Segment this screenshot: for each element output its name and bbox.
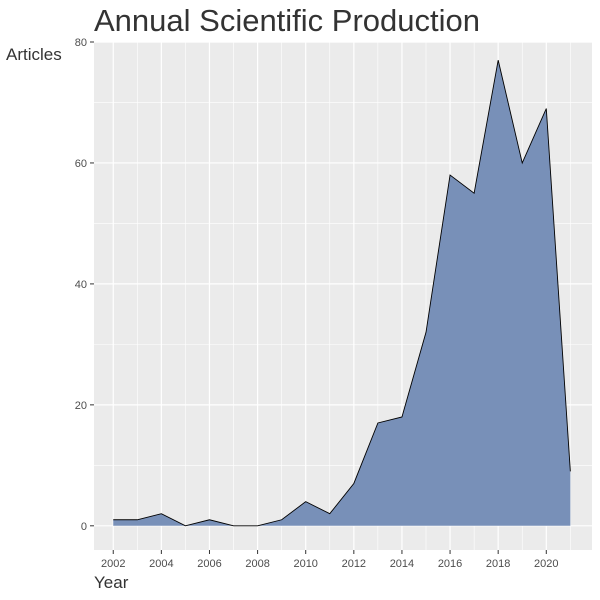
y-tick-label: 60 (75, 158, 87, 170)
data-point (569, 470, 572, 473)
data-point (449, 174, 452, 177)
area-fill (113, 60, 571, 526)
area-series (112, 59, 572, 527)
x-tick-label: 2012 (342, 558, 366, 570)
x-tick-label: 2004 (149, 558, 173, 570)
x-tick-label: 2018 (486, 558, 510, 570)
data-point (400, 415, 403, 418)
x-axis-title: Year (94, 573, 129, 592)
x-tick-label: 2014 (390, 558, 414, 570)
axes: 0 20 40 60 80 2002 2004 2006 2008 2010 2012 2014 201… (75, 37, 559, 570)
data-point (425, 331, 428, 334)
chart-title: Annual Scientific Production (94, 3, 480, 38)
x-tick-label: 2020 (534, 558, 558, 570)
data-point (545, 107, 548, 110)
y-tick-label: 40 (75, 279, 87, 291)
data-point (256, 524, 259, 527)
data-point (328, 512, 331, 515)
x-tick-label: 2002 (101, 558, 125, 570)
y-tick-label: 80 (75, 37, 87, 49)
x-tick-label: 2006 (197, 558, 221, 570)
area-outline (113, 60, 571, 527)
y-tick-label: 0 (81, 521, 87, 533)
data-point (136, 518, 139, 521)
x-tick-label: 2016 (438, 558, 462, 570)
x-tick-label: 2008 (245, 558, 269, 570)
data-point (112, 518, 115, 521)
data-point (304, 500, 307, 503)
data-point (473, 192, 476, 195)
data-point (280, 518, 283, 521)
data-point (497, 59, 500, 62)
data-point (160, 512, 163, 515)
data-point (521, 161, 524, 164)
y-tick-label: 20 (75, 400, 87, 412)
data-point (352, 482, 355, 485)
data-point (184, 524, 187, 527)
y-axis-title: Articles (6, 45, 62, 64)
data-point (376, 422, 379, 425)
data-point (232, 524, 235, 527)
data-point (208, 518, 211, 521)
x-tick-label: 2010 (293, 558, 317, 570)
